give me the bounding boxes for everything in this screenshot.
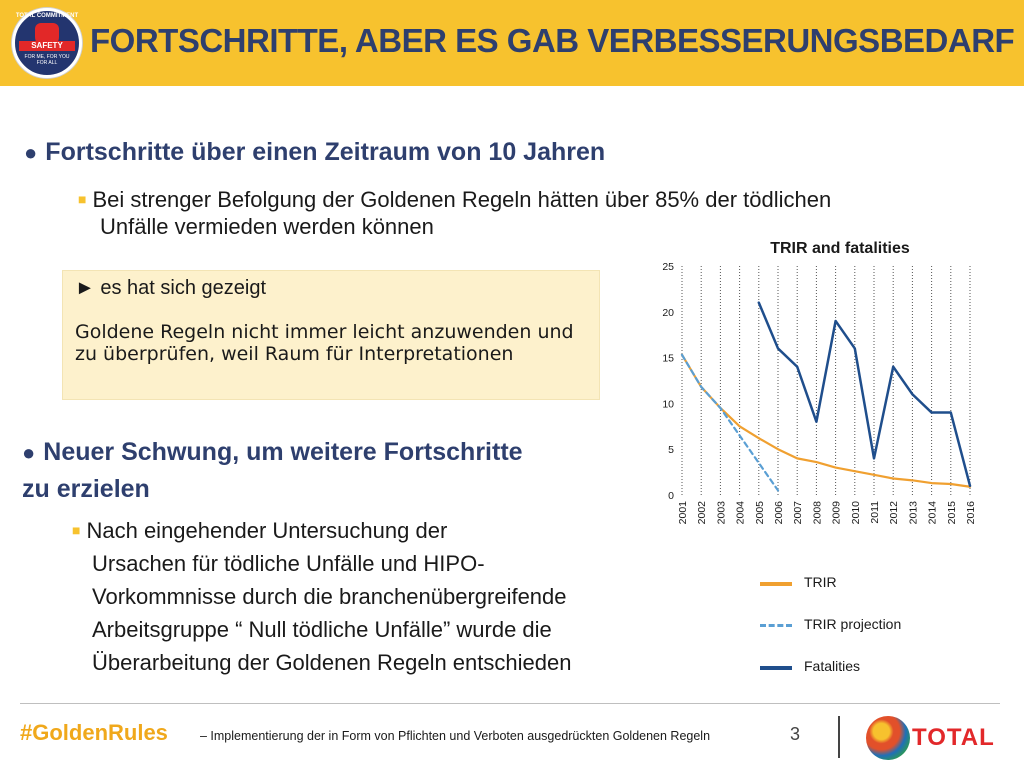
legend-swatch-trir <box>760 582 792 586</box>
x-tick-label: 2006 <box>773 501 785 525</box>
x-tick-label: 2010 <box>850 501 862 525</box>
x-tick-label: 2003 <box>715 501 727 525</box>
bullet2-line1: Neuer Schwung, um weitere Fortschritte <box>43 438 523 466</box>
logo-ring-bottom-line: FOR ALL <box>36 60 58 66</box>
square-bullet-icon: ■ <box>78 191 87 207</box>
x-tick-label: 2005 <box>754 501 766 525</box>
x-tick-label: 2011 <box>869 501 881 524</box>
legend-label: TRIR projection <box>804 616 902 632</box>
page-number: 3 <box>790 724 801 744</box>
note-box: ► es hat sich gezeigt Goldene Regeln nic… <box>62 270 600 400</box>
bullet-dot-icon: ● <box>22 440 36 465</box>
x-tick-label: 2016 <box>965 501 977 525</box>
bullet-new-momentum: ● Neuer Schwung, um weitere Fortschritte … <box>22 434 642 508</box>
legend-label: TRIR <box>804 574 837 590</box>
y-tick-label: 5 <box>668 444 674 456</box>
bullet-progress: ● Fortschritte über einen Zeitraum von 10… <box>24 138 605 167</box>
series-line-fatalities <box>757 301 972 488</box>
y-tick-label: 20 <box>662 307 674 319</box>
safety-commitment-logo: TOTAL COMMITMENT SAFETY FOR ME, FOR YOU … <box>12 8 82 78</box>
header-bar: TOTAL COMMITMENT SAFETY FOR ME, FOR YOU … <box>0 0 1024 86</box>
x-tick-label: 2013 <box>907 501 919 525</box>
y-tick-label: 0 <box>668 490 674 502</box>
square-bullet-icon: ■ <box>72 522 81 538</box>
hashtag: #GoldenRules <box>20 720 168 745</box>
trir-fatalities-chart: 2001 2002 2003 2004 2005 2006 2007 2008 2009 2010… <box>662 261 977 525</box>
total-wordmark: TOTAL <box>912 724 995 751</box>
footer-divider <box>20 703 1000 704</box>
sub2-line: Vorkommnisse durch die branchenübergreif… <box>92 584 567 609</box>
total-logo: TOTAL <box>866 716 1006 762</box>
x-tick-label: 2015 <box>946 501 958 525</box>
total-logo-icon <box>866 716 910 760</box>
sub2-line: Nach eingehender Untersuchung der <box>86 518 448 543</box>
bullet-dot-icon: ● <box>24 140 38 165</box>
note-text: Goldene Regeln nicht immer leicht anzuwe… <box>75 321 574 365</box>
legend-label: Fatalities <box>804 658 861 674</box>
x-tick-label: 2007 <box>792 501 804 525</box>
legend-swatch-trir-projection <box>760 624 792 627</box>
legend-swatch-fatalities <box>760 666 792 670</box>
series-line-trir <box>680 353 972 488</box>
logo-ring-bottom: FOR ME, FOR YOU FOR ALL <box>15 54 79 66</box>
x-tick-label: 2008 <box>811 501 823 525</box>
x-tick-label: 2002 <box>696 501 708 525</box>
x-tick-label: 2009 <box>831 501 843 525</box>
logo-ring-bottom-line: FOR ME, FOR YOU <box>24 54 70 60</box>
bullet2-line2: zu erzielen <box>22 475 150 503</box>
footer-note: – Implementierung der in Form von Pflich… <box>200 729 711 743</box>
chart-title: TRIR and fatalities <box>770 240 910 257</box>
logo-ring-top: TOTAL COMMITMENT <box>15 13 79 19</box>
sub2-line: Arbeitsgruppe “ Null tödliche Unfälle” w… <box>92 617 552 642</box>
sub2-line: Überarbeitung der Goldenen Regeln entsch… <box>92 650 572 675</box>
sub-bullet-golden-rules: ■ Bei strenger Befolgung der Goldenen Reg… <box>78 186 978 240</box>
y-tick-label: 10 <box>662 398 674 410</box>
y-tick-label: 15 <box>662 353 674 365</box>
y-tick-label: 25 <box>662 261 674 273</box>
series-line-trir-projection <box>680 353 780 492</box>
page-title: FORTSCHRITTE, ABER ES GAB VERBESSERUNGSB… <box>90 22 1015 59</box>
sub1-line1: Bei strenger Befolgung der Goldenen Rege… <box>92 187 832 212</box>
footer-separator <box>838 716 840 758</box>
x-tick-label: 2001 <box>677 501 689 525</box>
x-tick-label: 2004 <box>735 501 747 525</box>
sub1-line2: Unfälle vermieden werden können <box>100 214 434 239</box>
sub-bullet-investigation: ■ Nach eingehender Untersuchung der Ursac… <box>72 514 672 679</box>
logo-band: SAFETY <box>19 41 75 51</box>
x-tick-label: 2012 <box>888 501 900 525</box>
x-tick-label: 2014 <box>927 501 939 525</box>
note-heading: ► es hat sich gezeigt <box>75 277 267 299</box>
bullet-progress-text: Fortschritte über einen Zeitraum von 10 … <box>45 138 606 166</box>
sub2-line: Ursachen für tödliche Unfälle und HIPO- <box>92 551 485 576</box>
